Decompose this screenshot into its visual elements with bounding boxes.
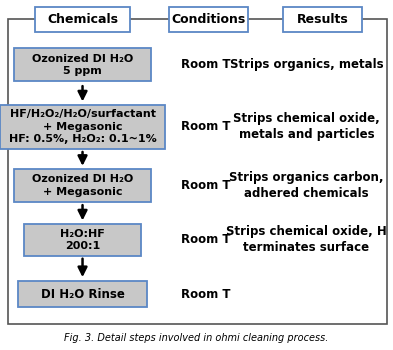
Text: HF/H₂O₂/H₂O/surfactant
+ Megasonic
HF: 0.5%, H₂O₂: 0.1~1%: HF/H₂O₂/H₂O/surfactant + Megasonic HF: 0… [9, 109, 156, 144]
Text: Room T: Room T [181, 179, 230, 192]
Bar [169, 7, 248, 32]
Text: Chemicals: Chemicals [47, 13, 118, 26]
Text: DI H₂O Rinse: DI H₂O Rinse [40, 287, 125, 301]
Text: Strips chemical oxide, H
terminates surface: Strips chemical oxide, H terminates surf… [226, 225, 387, 254]
Text: Conditions: Conditions [171, 13, 245, 26]
Bar [283, 7, 362, 32]
Bar [24, 224, 141, 256]
Bar [8, 19, 387, 324]
Text: Strips organics, metals: Strips organics, metals [230, 58, 383, 71]
Bar [0, 105, 165, 148]
Bar [14, 169, 151, 202]
Text: Ozonized DI H₂O
5 ppm: Ozonized DI H₂O 5 ppm [32, 54, 133, 76]
Text: Fig. 3. Detail steps involved in ohmi cleaning process.: Fig. 3. Detail steps involved in ohmi cl… [64, 333, 329, 343]
Text: Room T: Room T [181, 233, 230, 246]
Text: Strips organics carbon,
adhered chemicals: Strips organics carbon, adhered chemical… [229, 171, 384, 200]
Bar [18, 281, 147, 307]
Text: Room T: Room T [181, 287, 230, 301]
Bar [35, 7, 130, 32]
Text: Results: Results [296, 13, 348, 26]
Text: H₂O:HF
200:1: H₂O:HF 200:1 [60, 229, 105, 251]
Text: Room T: Room T [181, 58, 230, 71]
Text: Room T: Room T [181, 120, 230, 133]
Bar [14, 48, 151, 82]
Text: Strips chemical oxide,
metals and particles: Strips chemical oxide, metals and partic… [233, 112, 380, 141]
Text: Ozonized DI H₂O
+ Megasonic: Ozonized DI H₂O + Megasonic [32, 174, 133, 197]
